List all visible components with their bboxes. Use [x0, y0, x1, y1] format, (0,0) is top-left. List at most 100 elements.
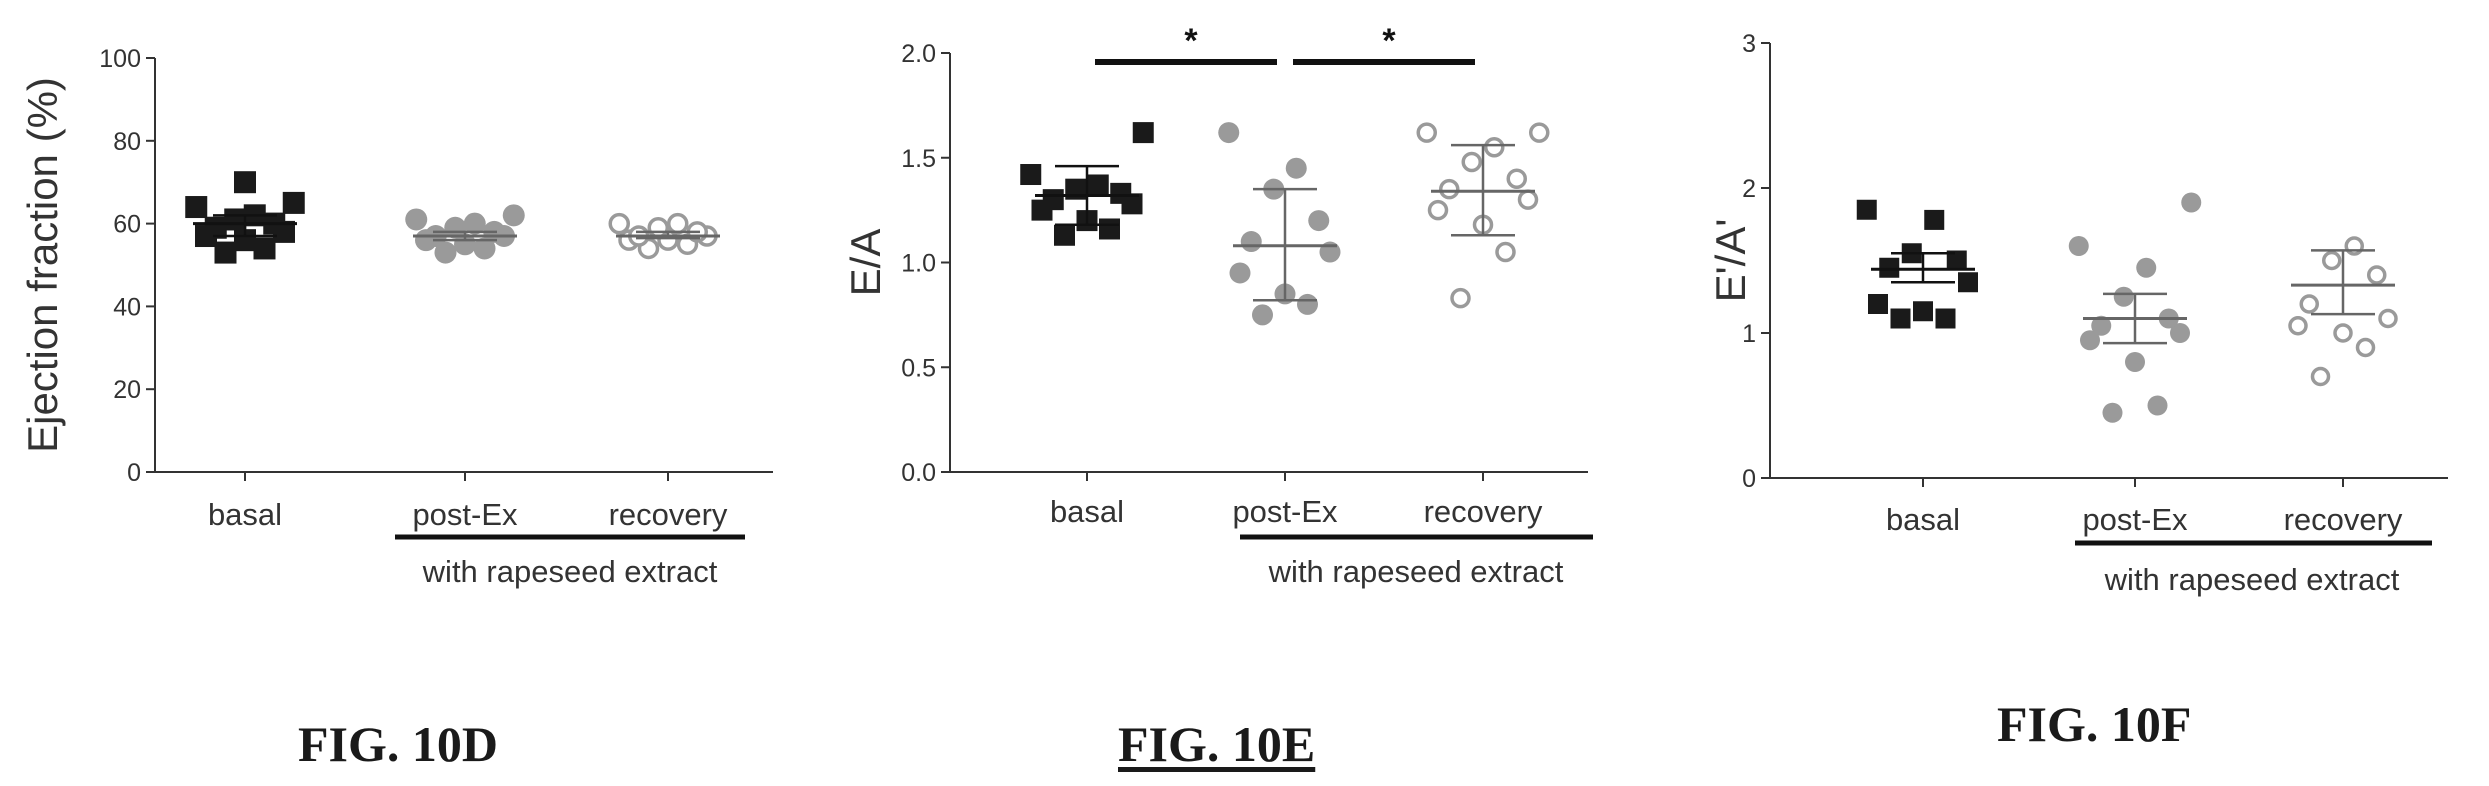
- data-point: [1218, 122, 1240, 144]
- data-point: [1890, 308, 1911, 329]
- data-point: [2333, 323, 2353, 343]
- x-tick-label: post-Ex: [1232, 494, 1338, 529]
- y-tick-label: 2.0: [901, 40, 936, 68]
- data-point: [1946, 250, 1967, 271]
- data-point: [2068, 236, 2089, 256]
- data-point: [1099, 218, 1120, 240]
- data-point: [1416, 122, 1437, 143]
- series-basal: [1020, 122, 1154, 246]
- data-point: [282, 191, 305, 214]
- data-point: [2091, 315, 2112, 336]
- data-point: [473, 237, 496, 260]
- data-point: [2322, 250, 2342, 271]
- data-point: [224, 208, 247, 231]
- data-point: [2125, 352, 2145, 372]
- series-recovery: [2288, 236, 2398, 387]
- data-point: [1517, 189, 1539, 210]
- data-point: [444, 216, 467, 239]
- data-point: [1958, 272, 1978, 293]
- x-tick-label: basal: [1050, 494, 1124, 529]
- data-point: [1529, 122, 1550, 143]
- chart-fig10f: 0 1 2 3 basal post-Ex recovery with rapeseed ex…: [1707, 30, 2448, 597]
- significance-label: *: [1184, 22, 1198, 60]
- data-point: [1484, 137, 1505, 158]
- data-point: [214, 241, 237, 264]
- series-recovery: [1416, 122, 1550, 309]
- x-tick-label: recovery: [1424, 494, 1543, 529]
- data-point: [454, 233, 476, 256]
- data-point: [1439, 178, 1460, 200]
- y-tick-label: 80: [113, 128, 141, 156]
- x-tick-label: post-Ex: [2082, 502, 2188, 537]
- data-point: [1856, 199, 1877, 220]
- data-point: [1297, 293, 1318, 315]
- series-post-Ex: [2068, 192, 2202, 423]
- data-point: [1924, 209, 1945, 230]
- y-tick-label: 2: [1742, 175, 1756, 203]
- y-tick-label: 0.5: [901, 354, 936, 382]
- data-point: [2170, 323, 2190, 343]
- data-point: [405, 208, 428, 231]
- data-point: [1087, 174, 1109, 196]
- group-label: with rapeseed extract: [422, 554, 718, 589]
- y-tick-label: 0: [1742, 465, 1756, 493]
- data-point: [185, 196, 208, 219]
- y-tick-label: 1.5: [901, 145, 936, 173]
- data-point: [1461, 151, 1482, 173]
- data-point: [463, 212, 486, 235]
- x-tick-label: recovery: [2284, 502, 2403, 537]
- data-point: [253, 237, 276, 260]
- y-tick-label: 1.0: [901, 250, 936, 278]
- series-basal: [1856, 199, 1978, 329]
- chart-fig10d: 0 20 40 60 80 100 basal post-Ex recovery with rap…: [19, 45, 773, 589]
- data-point: [1427, 199, 1449, 221]
- y-tick-label: 0.0: [901, 459, 936, 487]
- chart-fig10e: 0.0 0.5 1.0 1.5 2.0 basal post-Ex recovery with …: [842, 22, 1593, 589]
- significance-label: *: [1382, 22, 1396, 60]
- group-label: with rapeseed extract: [2104, 562, 2400, 597]
- y-axis-title: Ejection fraction (%): [19, 77, 66, 453]
- data-point: [502, 204, 525, 227]
- figure-caption-10f: FIG. 10F: [1997, 696, 2192, 752]
- data-point: [1450, 287, 1471, 309]
- data-point: [2136, 257, 2157, 278]
- data-point: [2310, 366, 2331, 387]
- data-point: [434, 241, 457, 264]
- data-point: [2367, 265, 2387, 285]
- figure-caption-10d: FIG. 10D: [298, 716, 498, 772]
- y-axis-title: E/A: [842, 229, 889, 297]
- data-point: [2288, 316, 2308, 336]
- data-point: [1506, 168, 1527, 189]
- data-point: [1868, 294, 1888, 314]
- series-basal: [185, 171, 305, 264]
- data-point: [2299, 294, 2319, 314]
- data-point: [2102, 402, 2123, 423]
- data-point: [1935, 308, 1956, 329]
- data-point: [1110, 182, 1132, 204]
- data-point: [2113, 286, 2134, 307]
- group-label: with rapeseed extract: [1268, 554, 1564, 589]
- y-tick-label: 20: [113, 376, 141, 404]
- x-tick-label: recovery: [609, 497, 728, 532]
- y-tick-label: 40: [113, 293, 141, 321]
- data-point: [2378, 308, 2398, 329]
- data-point: [667, 212, 689, 235]
- x-tick-label: basal: [208, 497, 282, 532]
- y-tick-label: 0: [127, 459, 141, 487]
- data-point: [1042, 189, 1064, 211]
- data-point: [1229, 262, 1251, 284]
- y-tick-label: 60: [113, 211, 141, 239]
- figure-caption-10e: FIG. 10E: [1118, 716, 1316, 772]
- data-point: [1054, 224, 1075, 246]
- series-post-Ex: [1218, 122, 1341, 326]
- data-point: [1285, 157, 1307, 179]
- data-point: [1913, 301, 1933, 322]
- data-point: [1252, 304, 1273, 326]
- data-point: [608, 212, 630, 235]
- data-point: [2080, 330, 2100, 351]
- y-tick-label: 3: [1742, 30, 1756, 58]
- y-tick-label: 1: [1742, 320, 1756, 348]
- data-point: [1020, 164, 1042, 186]
- x-tick-label: basal: [1886, 502, 1960, 537]
